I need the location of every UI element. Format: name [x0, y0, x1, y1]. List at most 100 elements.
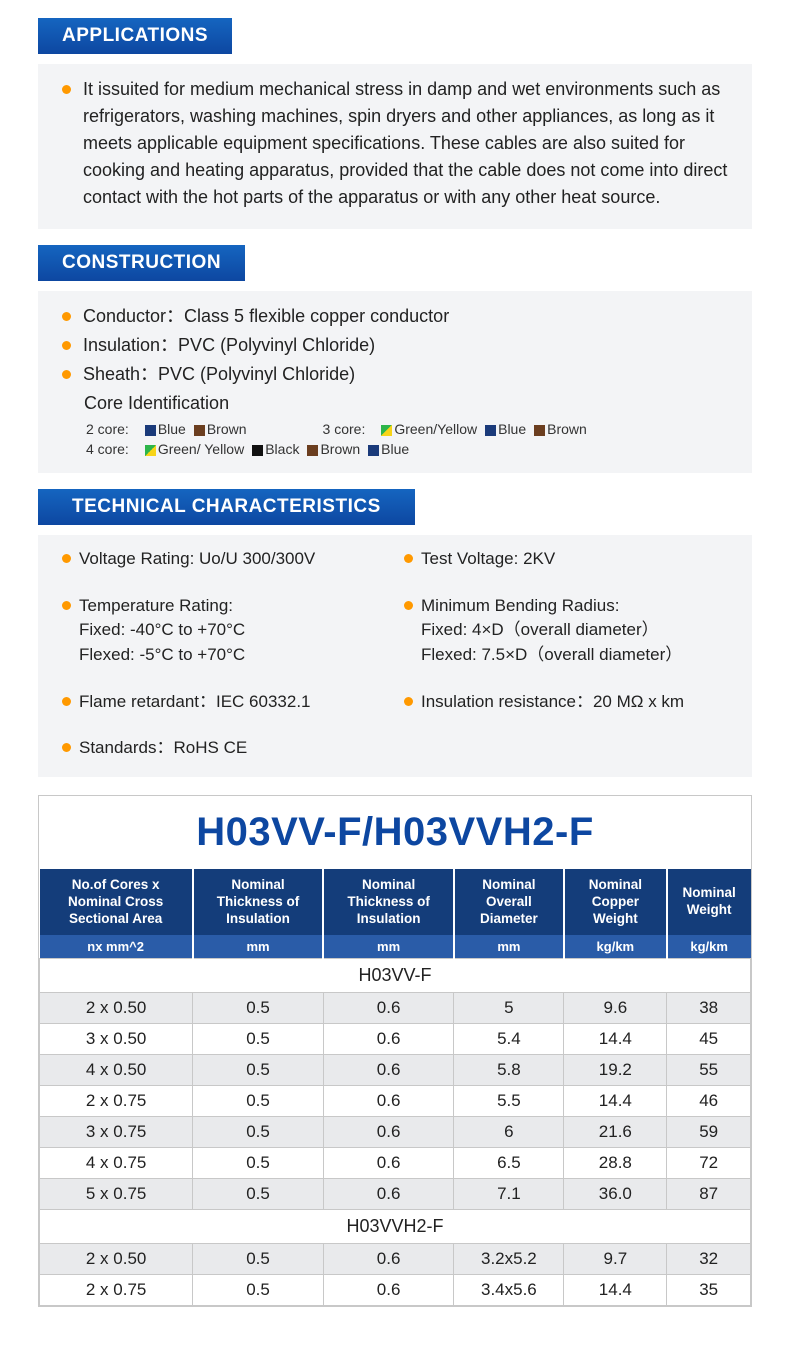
table-cell: 0.5	[193, 1117, 324, 1148]
construction-text: Sheath：PVC (Polyvinyl Chloride)	[83, 361, 355, 388]
table-row: 3 x 0.750.50.6621.659	[40, 1117, 751, 1148]
table-cell: 3 x 0.75	[40, 1117, 193, 1148]
bullet-icon	[404, 554, 413, 563]
bullet-icon	[404, 601, 413, 610]
construction-text: Conductor：Class 5 flexible copper conduc…	[83, 303, 449, 330]
table-cell: 0.5	[193, 1055, 324, 1086]
table-cell: 3.4x5.6	[454, 1275, 564, 1306]
technical-item: Test Voltage: 2KV	[404, 547, 728, 572]
table-row: 2 x 0.500.50.659.638	[40, 993, 751, 1024]
table-row: 2 x 0.500.50.63.2x5.29.732	[40, 1244, 751, 1275]
bullet-icon	[62, 312, 71, 321]
applications-header: APPLICATIONS	[38, 18, 232, 54]
table-row: 3 x 0.500.50.65.414.445	[40, 1024, 751, 1055]
technical-body: Voltage Rating: Uo/U 300/300V Test Voltag…	[38, 535, 752, 777]
color-name: Green/Yellow	[394, 421, 477, 437]
table-cell: 6.5	[454, 1148, 564, 1179]
table-group-row: H03VV-F	[40, 959, 751, 993]
bullet-icon	[62, 743, 71, 752]
applications-text: It issuited for medium mechanical stress…	[83, 76, 728, 211]
color-swatch-icon	[145, 425, 156, 436]
construction-section: CONSTRUCTION Conductor：Class 5 flexible …	[38, 245, 752, 473]
color-swatch-icon	[307, 445, 318, 456]
color-swatch-icon	[381, 425, 392, 436]
table-cell: 0.6	[323, 1244, 454, 1275]
table-row: 2 x 0.750.50.65.514.446	[40, 1086, 751, 1117]
table-cell: 0.5	[193, 1275, 324, 1306]
core-2-line: 2 core: BlueBrown 3 core: Green/YellowBl…	[86, 421, 728, 437]
color-name: Black	[265, 441, 299, 457]
table-cell: 5.8	[454, 1055, 564, 1086]
table-cell: 2 x 0.75	[40, 1086, 193, 1117]
technical-item: Flame retardant：IEC 60332.1	[62, 690, 386, 715]
table-cell: 0.5	[193, 1244, 324, 1275]
color-swatch-icon	[368, 445, 379, 456]
table-cell: 19.2	[564, 1055, 667, 1086]
technical-text: Voltage Rating: Uo/U 300/300V	[79, 547, 315, 572]
table-cell: 0.6	[323, 1179, 454, 1210]
table-cell: 0.6	[323, 1117, 454, 1148]
table-cell: 46	[667, 1086, 751, 1117]
color-name: Brown	[207, 421, 247, 437]
table-cell: 0.5	[193, 1179, 324, 1210]
table-column-header: Nominal Thickness of Insulation	[193, 869, 324, 936]
color-swatch-icon	[145, 445, 156, 456]
technical-item: Voltage Rating: Uo/U 300/300V	[62, 547, 386, 572]
core-4-line: 4 core: Green/ YellowBlackBrownBlue	[86, 441, 728, 457]
bullet-icon	[62, 341, 71, 350]
spec-table: No.of Cores x Nominal Cross Sectional Ar…	[39, 869, 751, 1307]
table-column-unit: mm	[193, 935, 324, 959]
applications-body: It issuited for medium mechanical stress…	[38, 64, 752, 229]
construction-item: Conductor：Class 5 flexible copper conduc…	[62, 303, 728, 330]
technical-text: Flame retardant：IEC 60332.1	[79, 690, 311, 715]
bullet-icon	[62, 697, 71, 706]
table-column-unit: mm	[323, 935, 454, 959]
construction-item: Sheath：PVC (Polyvinyl Chloride)	[62, 361, 728, 388]
table-column-header: Nominal Copper Weight	[564, 869, 667, 936]
table-cell: 28.8	[564, 1148, 667, 1179]
table-group-row: H03VVH2-F	[40, 1210, 751, 1244]
table-cell: 2 x 0.75	[40, 1275, 193, 1306]
color-swatch-icon	[534, 425, 545, 436]
technical-text: Insulation resistance：20 MΩ x km	[421, 690, 684, 715]
table-cell: 55	[667, 1055, 751, 1086]
table-header-row: No.of Cores x Nominal Cross Sectional Ar…	[40, 869, 751, 936]
technical-text: Standards：RoHS CE	[79, 736, 247, 761]
color-swatch-icon	[485, 425, 496, 436]
construction-header: CONSTRUCTION	[38, 245, 245, 281]
table-cell: 32	[667, 1244, 751, 1275]
table-group-name: H03VVH2-F	[40, 1210, 751, 1244]
spec-table-title: H03VV-F/H03VVH2-F	[39, 796, 751, 869]
table-cell: 36.0	[564, 1179, 667, 1210]
table-cell: 5	[454, 993, 564, 1024]
table-cell: 0.6	[323, 1086, 454, 1117]
page: APPLICATIONS It issuited for medium mech…	[0, 0, 790, 777]
construction-body: Conductor：Class 5 flexible copper conduc…	[38, 291, 752, 473]
bullet-icon	[62, 601, 71, 610]
bullet-icon	[404, 697, 413, 706]
technical-text: Test Voltage: 2KV	[421, 547, 555, 572]
table-cell: 14.4	[564, 1275, 667, 1306]
table-column-unit: kg/km	[564, 935, 667, 959]
applications-item: It issuited for medium mechanical stress…	[62, 76, 728, 211]
core-3-label: 3 core:	[323, 421, 366, 437]
table-column-header: Nominal Weight	[667, 869, 751, 936]
table-cell: 2 x 0.50	[40, 1244, 193, 1275]
technical-item: Standards：RoHS CE	[62, 736, 728, 761]
table-column-header: Nominal Overall Diameter	[454, 869, 564, 936]
construction-text: Insulation：PVC (Polyvinyl Chloride)	[83, 332, 375, 359]
table-cell: 72	[667, 1148, 751, 1179]
bullet-icon	[62, 85, 71, 94]
color-name: Green/ Yellow	[158, 441, 244, 457]
technical-text: Minimum Bending Radius: Fixed: 4×D（overa…	[421, 594, 682, 668]
table-cell: 0.6	[323, 993, 454, 1024]
table-cell: 45	[667, 1024, 751, 1055]
bullet-icon	[62, 554, 71, 563]
technical-item: Temperature Rating: Fixed: -40°C to +70°…	[62, 594, 386, 668]
construction-items: Conductor：Class 5 flexible copper conduc…	[62, 303, 728, 388]
table-cell: 5.4	[454, 1024, 564, 1055]
table-cell: 0.5	[193, 1024, 324, 1055]
table-cell: 0.6	[323, 1024, 454, 1055]
table-cell: 0.5	[193, 1148, 324, 1179]
table-cell: 0.5	[193, 993, 324, 1024]
